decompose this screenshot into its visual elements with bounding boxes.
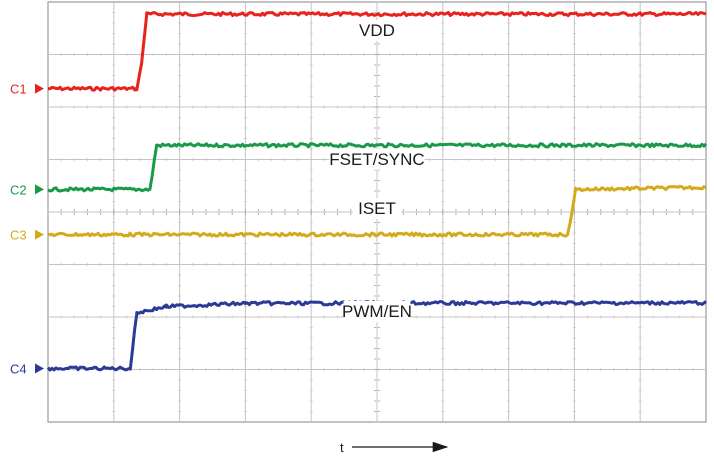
- label-background: [343, 301, 411, 322]
- label-background: [357, 20, 397, 42]
- trace-c3: [47, 184, 707, 238]
- channel-name: C1: [10, 82, 27, 97]
- time-axis-label: t: [340, 440, 344, 455]
- channel-marker-c4: C4: [10, 361, 44, 376]
- trace-label-group: PWM/EN: [342, 301, 412, 322]
- channel-markers: C1 C2 C3 C4: [10, 82, 44, 376]
- trace-label-c4: PWM/EN: [342, 302, 412, 321]
- label-background: [329, 148, 425, 170]
- channel-marker-c3: C3: [10, 228, 44, 243]
- channel-name: C3: [10, 228, 27, 243]
- trace-label-c3: ISET: [358, 199, 396, 218]
- trace-label-group: ISET: [353, 198, 401, 220]
- trace-label-group: VDD: [357, 20, 397, 42]
- trace-c1: [47, 11, 707, 92]
- channel-arrow-icon: [35, 229, 44, 240]
- label-background: [353, 198, 401, 220]
- channel-name: C4: [10, 361, 27, 376]
- channel-marker-c1: C1: [10, 82, 44, 97]
- trace-label-c1: VDD: [359, 21, 395, 40]
- trace-labels: VDD FSET/SYNC ISET PWM/EN: [329, 20, 425, 322]
- channel-marker-c2: C2: [10, 182, 44, 197]
- channel-arrow-icon: [35, 184, 44, 195]
- trace-label-c2: FSET/SYNC: [329, 150, 424, 169]
- channel-arrow-icon: [35, 83, 44, 94]
- trace-c2: [47, 142, 708, 193]
- trace-label-group: FSET/SYNC: [329, 148, 425, 170]
- channel-arrow-icon: [35, 363, 44, 374]
- channel-name: C2: [10, 182, 27, 197]
- time-axis: t: [340, 440, 449, 455]
